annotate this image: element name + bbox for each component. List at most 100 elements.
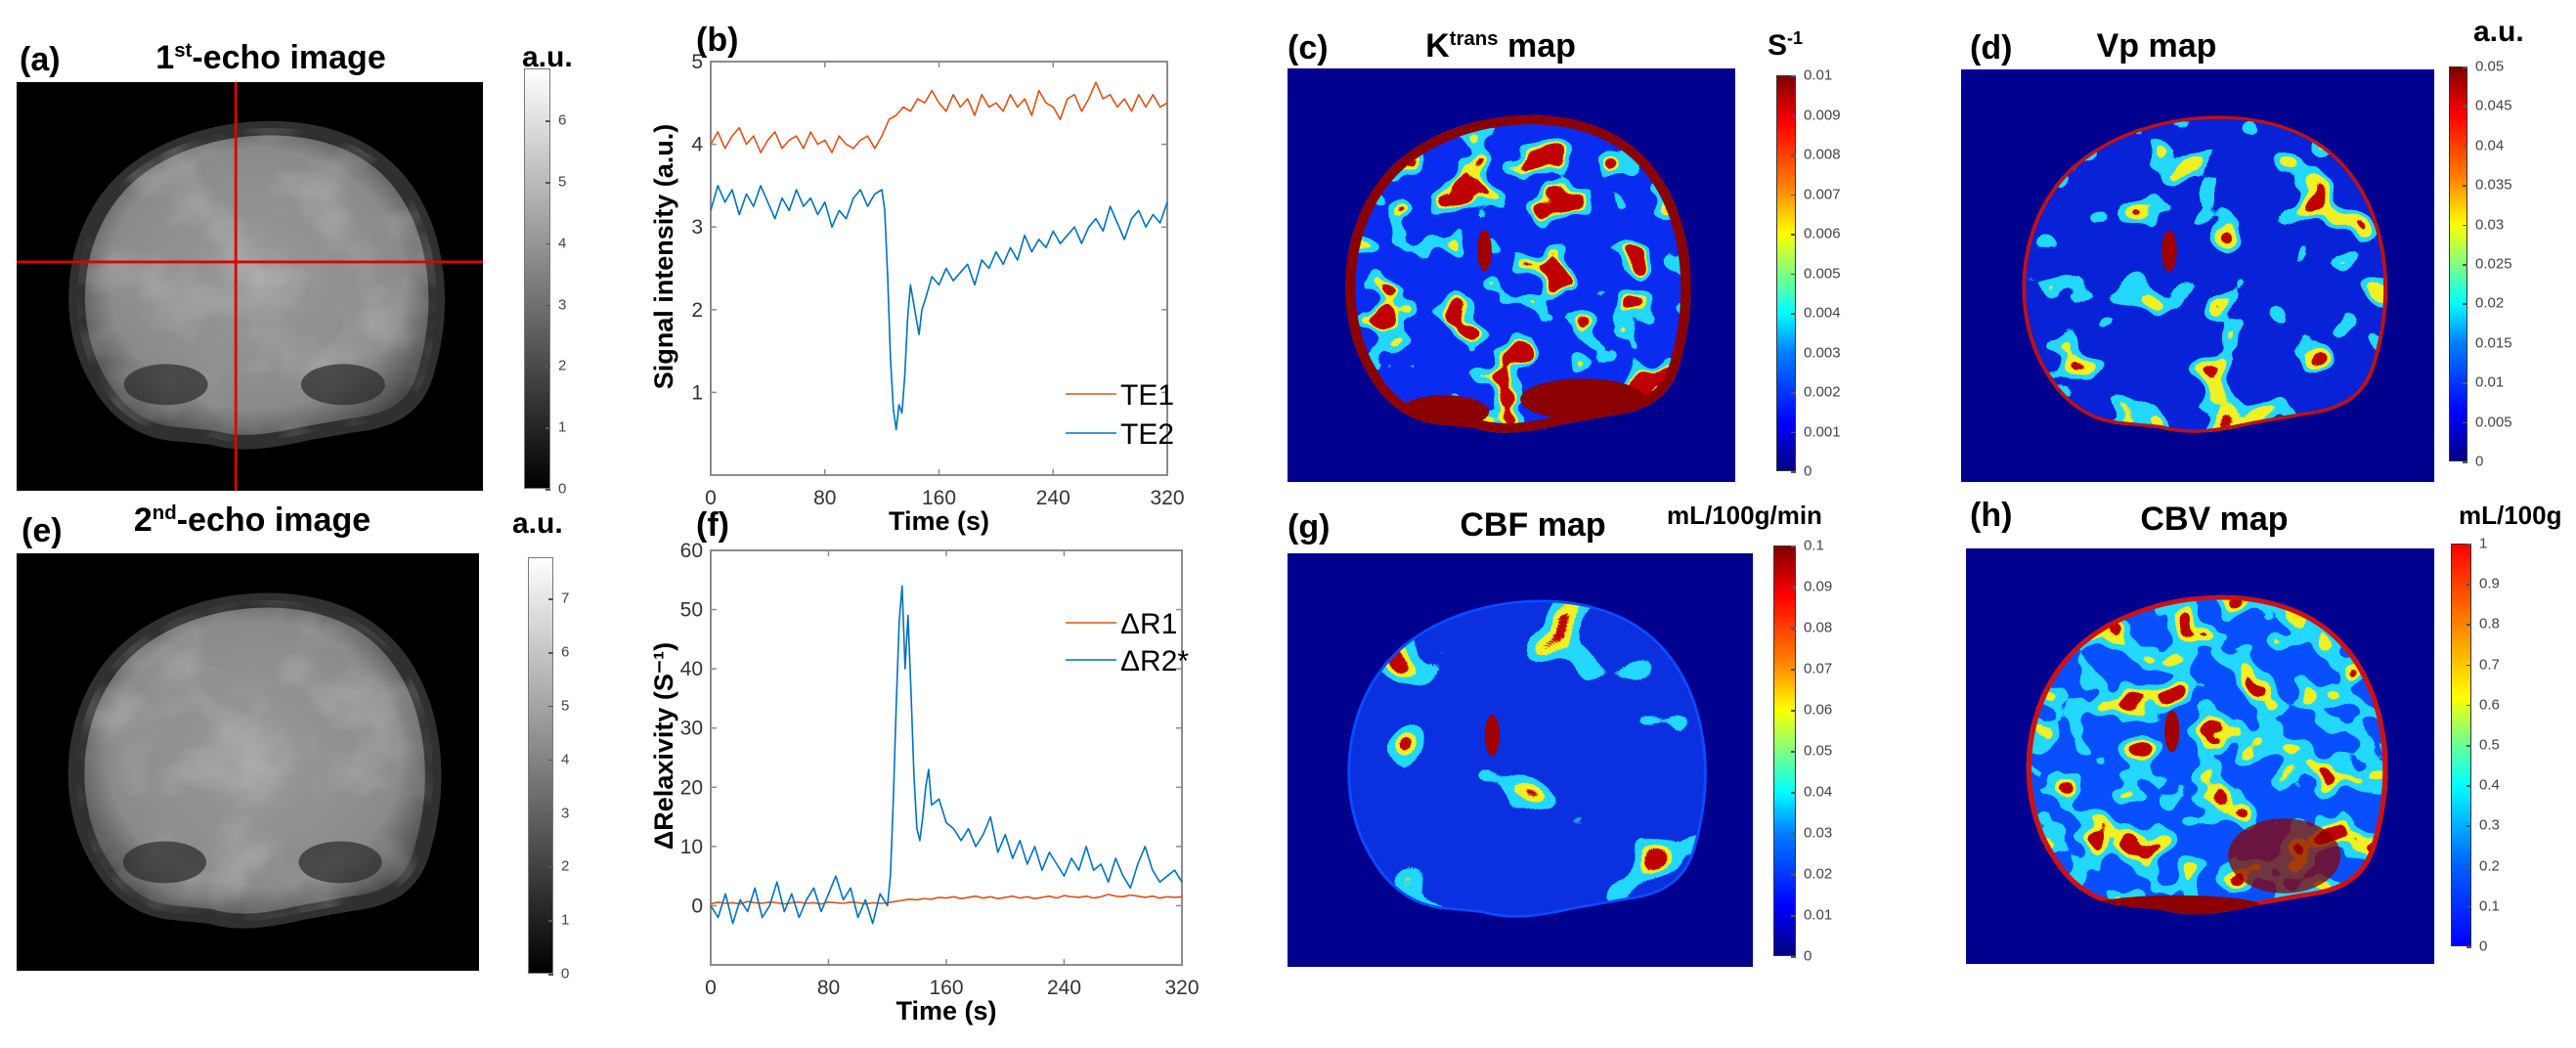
colorbar-tick-mark (1791, 273, 1796, 275)
title-text: 2 (133, 502, 153, 539)
title-superscript: st (174, 39, 193, 62)
title-text: K (1425, 27, 1450, 65)
colorbar-tick-label: 0.005 (2475, 414, 2512, 431)
colorbar-tick-mark (2467, 825, 2471, 827)
legend-label: ΔR2* (1120, 645, 1189, 677)
midline-vessel (2161, 230, 2177, 272)
colorbar-tick-mark (548, 974, 553, 976)
colorbar-tick-mark (1791, 915, 1796, 917)
colorbar-tick-mark (1791, 75, 1796, 77)
x-tick-label: 160 (922, 487, 956, 509)
panel-label: (a) (20, 41, 61, 78)
x-tick-label: 240 (1036, 487, 1070, 509)
colorbar-tick-mark (546, 366, 550, 368)
colorbar-tick-label: 0 (1804, 462, 1812, 480)
colorbar-tick-mark (2463, 106, 2467, 108)
x-tick-label: 80 (813, 487, 836, 509)
colorbar-tick-mark (2463, 461, 2467, 463)
colorbar-tick-label: 0.5 (2479, 736, 2500, 754)
panel-label: (b) (696, 22, 738, 59)
colorbar-tick-mark (1791, 313, 1796, 315)
series-line-te2 (710, 185, 1168, 431)
colorbar-tick-label: 0.04 (1804, 783, 1833, 801)
panel-label: (c) (1288, 29, 1329, 66)
title-text-suffix: map (1498, 27, 1576, 65)
legend-label: ΔR1 (1120, 608, 1177, 640)
unit-superscript: -1 (1787, 28, 1804, 49)
colorbar-tick-label: 0.9 (2479, 575, 2500, 592)
brain-map (1347, 599, 1707, 918)
colorbar-tick-mark (2463, 421, 2467, 424)
colorbar-tick-label: 0.007 (1804, 186, 1841, 202)
colorbar-tick-label: 0.045 (2475, 97, 2512, 114)
colorbar-tick-label: 0 (2475, 453, 2484, 470)
y-tick-label: 5 (691, 51, 703, 73)
x-tick-label: 240 (1047, 977, 1081, 999)
colorbar-tick-label: 6 (558, 111, 567, 129)
colorbar-tick-label: 0.005 (1804, 265, 1841, 282)
colorbar-tick-mark (2467, 704, 2471, 707)
colorbar-tick-mark (2467, 745, 2471, 747)
colorbar-unit: a.u. (522, 43, 573, 72)
midline-vessel (1484, 714, 1501, 757)
colorbar-tick-label: 0.001 (1804, 423, 1841, 440)
colorbar-tick-label: 0.1 (2479, 897, 2500, 915)
x-axis-label: Time (s) (889, 506, 989, 536)
colorbar-tick-mark (2463, 264, 2467, 266)
colorbar-tick-mark (548, 866, 553, 868)
colorbar-tick-mark (2467, 544, 2471, 546)
line-chart: (b) 0 80 160 240 320 1 2 3 4 5 TE1 TE2 Time (s) Signal… (649, 22, 1185, 536)
colorbar-tick-label: 0.02 (1804, 865, 1833, 883)
colorbar-tick-mark (2463, 185, 2467, 187)
colorbar-tick-mark (2463, 303, 2467, 305)
colorbar-tick-mark (546, 489, 550, 491)
colorbar-tick-label: 4 (558, 235, 567, 252)
unit-text: S (1768, 29, 1788, 62)
y-tick-label: 40 (680, 658, 703, 680)
y-tick-label: 20 (680, 776, 703, 799)
colorbar-tick-label: 0.7 (2479, 656, 2500, 674)
colorbar-tick-label: 0 (1804, 947, 1812, 965)
colorbar-tick-mark (2467, 785, 2471, 787)
colorbar-tick-mark (2467, 584, 2471, 586)
brain-map (1345, 114, 1691, 433)
colorbar-tick-label: 0.02 (2475, 294, 2505, 312)
y-tick-label: 50 (680, 599, 703, 622)
colorbar-tick-label: 0.003 (1804, 344, 1841, 361)
x-tick-label: 160 (929, 977, 963, 999)
colorbar-tick-mark (546, 242, 550, 245)
midline-vessel (2164, 710, 2180, 753)
colorbar-tick-label: 0.035 (2475, 176, 2512, 194)
colorbar-tick-mark (1791, 956, 1796, 958)
series-line-r1 (710, 894, 1183, 905)
colorbar-tick-label: 0.015 (2475, 334, 2512, 352)
panel-title: Vp map (2097, 29, 2217, 63)
colorbar-tick-label: 0.04 (2475, 137, 2505, 154)
colorbar-tick-mark (2463, 66, 2467, 68)
colorbar-tick-label: 3 (558, 296, 567, 314)
panel-title: CBV map (2140, 502, 2288, 536)
colorbar-tick-label: 0 (561, 965, 570, 982)
colorbar-tick-mark (1791, 669, 1796, 671)
y-tick-label: 30 (680, 718, 703, 740)
colorbar-tick-label: 3 (561, 805, 570, 822)
panel-title: Ktrans map (1425, 29, 1576, 63)
colorbar-tick-label: 0.05 (2475, 58, 2505, 75)
colorbar-tick-label: 1 (561, 911, 570, 929)
colorbar-tick-label: 5 (558, 173, 567, 191)
colorbar-tick-mark (548, 652, 553, 654)
title-text-suffix: -echo image (176, 502, 371, 539)
parameter-map-image (1961, 69, 2434, 482)
colorbar-tick-label: 6 (561, 643, 570, 661)
colorbar-tick-mark (1791, 392, 1796, 394)
colorbar-tick-label: 0.03 (2475, 216, 2505, 234)
series-line-te1 (710, 81, 1168, 153)
panel-title: 2nd-echo image (134, 503, 371, 537)
panel-label: (g) (1288, 508, 1331, 546)
x-tick-label: 320 (1164, 977, 1199, 999)
colorbar-tick-label: 0.08 (1804, 619, 1833, 636)
colorbar-tick-label: 0 (558, 480, 567, 498)
colorbar-tick-mark (2463, 382, 2467, 384)
colorbar-tick-label: 0.01 (1804, 906, 1833, 924)
colorbar-tick-label: 0.002 (1804, 383, 1841, 401)
